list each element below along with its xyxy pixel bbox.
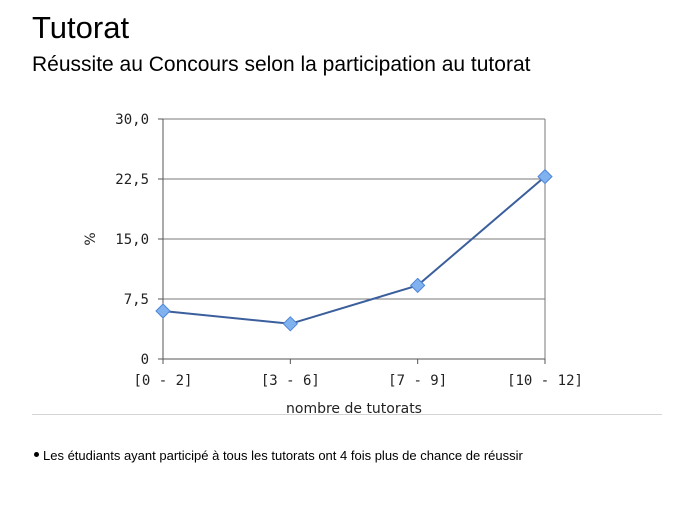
series-layer — [155, 168, 553, 332]
y-tick-label: 7,5 — [124, 292, 149, 308]
data-point-marker — [282, 316, 299, 332]
bullet-dot — [34, 452, 39, 458]
grid-lines — [163, 118, 546, 359]
x-tick-label: [0 - 2] — [133, 373, 192, 389]
x-tick-labels: [0 - 2] [3 - 6] [7 - 9] [10 - 12] — [133, 373, 582, 389]
x-axis-title: nombre de tutorats — [286, 401, 422, 417]
x-tick-label: [10 - 12] — [507, 373, 583, 389]
series-line — [162, 175, 546, 325]
y-tick-label: 22,5 — [115, 172, 149, 188]
line-chart: 0 7,5 15,0 22,5 30,0 [0 - 2] [3 - 6] [7 - 9] [1… — [83, 112, 583, 417]
slide-title: Tutorat — [32, 10, 130, 45]
x-tick-label: [7 - 9] — [388, 373, 447, 389]
y-tick-label: 15,0 — [115, 232, 149, 248]
y-tick-label: 0 — [141, 352, 149, 368]
data-point-marker — [409, 277, 426, 294]
y-tick-label: 30,0 — [115, 112, 149, 128]
data-point-marker — [155, 303, 171, 319]
bullet-note-text: Les étudiants ayant participé à tous les… — [43, 448, 523, 463]
chart-axes — [158, 118, 546, 364]
x-tick-label: [3 - 6] — [261, 373, 320, 389]
y-tick-labels: 0 7,5 15,0 22,5 30,0 — [115, 112, 149, 368]
bullet-note: Les étudiants ayant participé à tous les… — [34, 448, 523, 464]
divider — [32, 414, 662, 415]
slide-subtitle: Réussite au Concours selon la participat… — [32, 53, 531, 76]
data-point-marker — [537, 168, 553, 185]
y-axis-title: % — [83, 232, 99, 245]
